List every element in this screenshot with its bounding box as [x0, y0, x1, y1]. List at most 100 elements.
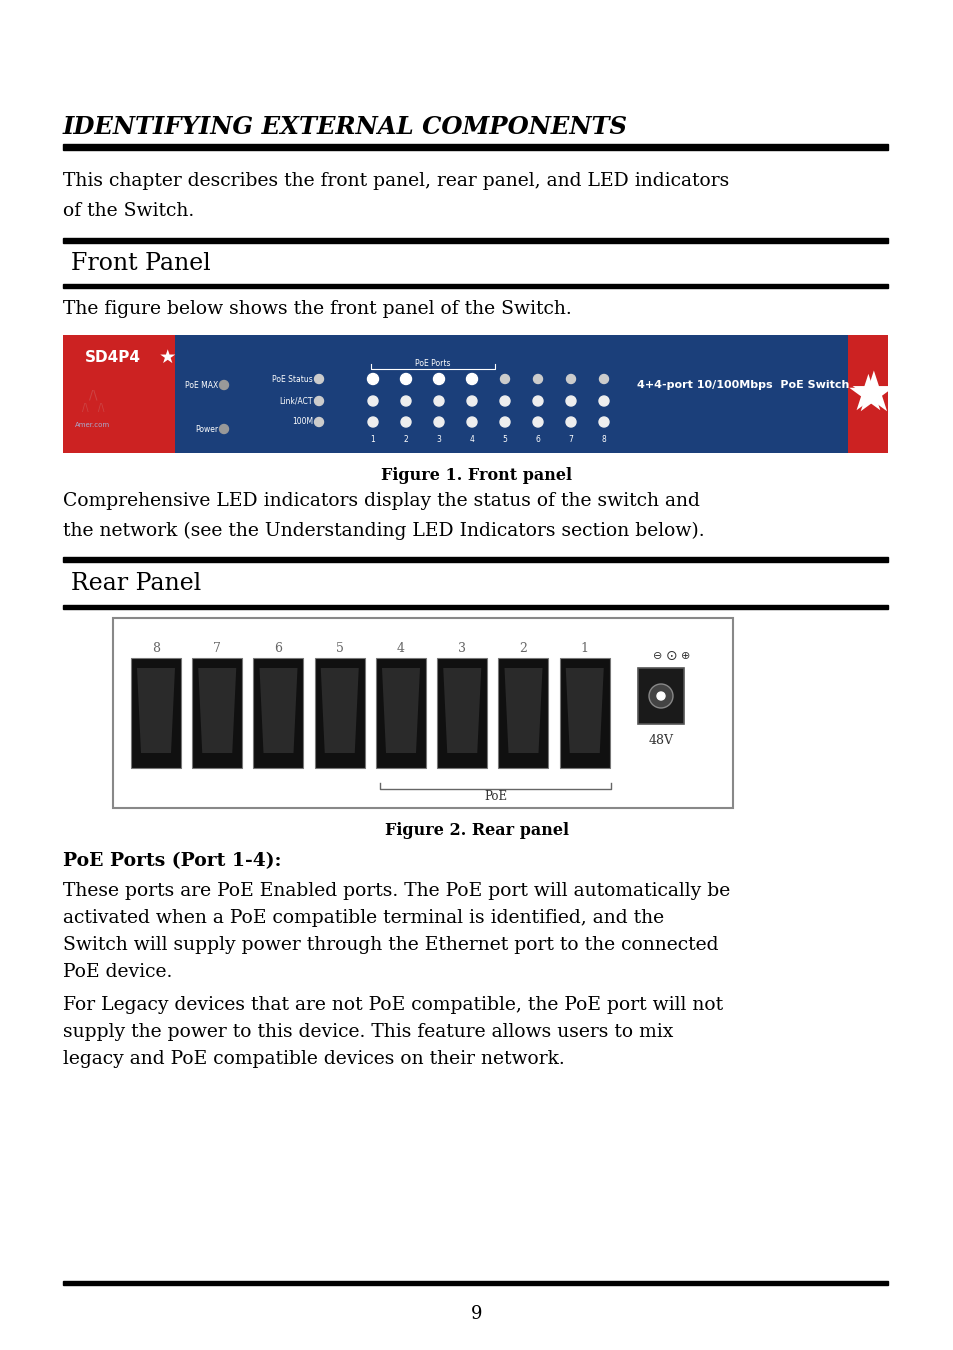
Bar: [63, 284, 887, 288]
Bar: [847, 335, 887, 454]
Text: ★: ★: [158, 347, 175, 366]
Circle shape: [400, 374, 411, 385]
Circle shape: [434, 396, 443, 406]
Text: Switch will supply power through the Ethernet port to the connected: Switch will supply power through the Eth…: [63, 936, 718, 954]
Circle shape: [368, 417, 377, 427]
Bar: [63, 238, 887, 243]
Text: For Legacy devices that are not PoE compatible, the PoE port will not: For Legacy devices that are not PoE comp…: [63, 996, 722, 1014]
Circle shape: [219, 424, 229, 433]
Circle shape: [467, 417, 476, 427]
Text: Comprehensive LED indicators display the status of the switch and: Comprehensive LED indicators display the…: [63, 491, 700, 510]
Text: 48V: 48V: [648, 733, 673, 747]
Bar: [63, 558, 887, 562]
Bar: [436, 657, 487, 768]
Bar: [559, 657, 609, 768]
Text: PoE device.: PoE device.: [63, 963, 172, 981]
Circle shape: [314, 374, 323, 383]
Text: ★: ★: [844, 373, 889, 420]
Text: 4+4-port 10/100Mbps  PoE Switch: 4+4-port 10/100Mbps PoE Switch: [637, 379, 848, 390]
Text: activated when a PoE compatible terminal is identified, and the: activated when a PoE compatible terminal…: [63, 909, 663, 927]
Text: 6: 6: [274, 641, 282, 655]
Text: ⊖: ⊖: [653, 651, 662, 661]
Circle shape: [499, 396, 510, 406]
Bar: [63, 605, 887, 609]
Text: PoE Status: PoE Status: [272, 374, 313, 383]
Text: SD4P4: SD4P4: [85, 350, 141, 365]
Text: legacy and PoE compatible devices on their network.: legacy and PoE compatible devices on the…: [63, 1050, 564, 1068]
Bar: [112, 618, 732, 809]
Circle shape: [433, 374, 444, 385]
Text: PoE Ports (Port 1-4):: PoE Ports (Port 1-4):: [63, 852, 281, 869]
Bar: [63, 144, 887, 150]
Circle shape: [648, 684, 672, 707]
Bar: [131, 657, 181, 768]
Polygon shape: [565, 668, 603, 753]
Text: Front Panel: Front Panel: [71, 252, 211, 275]
Text: 4: 4: [396, 641, 405, 655]
Circle shape: [598, 374, 608, 383]
Circle shape: [598, 396, 608, 406]
Bar: [63, 335, 174, 454]
Text: ⊙: ⊙: [665, 649, 677, 663]
Text: PoE: PoE: [483, 791, 507, 803]
Bar: [63, 335, 887, 454]
Circle shape: [467, 396, 476, 406]
Text: 4: 4: [469, 435, 474, 444]
Text: the network (see the Understanding LED Indicators section below).: the network (see the Understanding LED I…: [63, 522, 704, 540]
Text: PoE Ports: PoE Ports: [415, 359, 450, 367]
Circle shape: [434, 417, 443, 427]
Text: Rear Panel: Rear Panel: [71, 572, 201, 595]
Circle shape: [533, 417, 542, 427]
Bar: [498, 657, 548, 768]
Bar: [638, 668, 683, 724]
Bar: [63, 1281, 887, 1285]
Circle shape: [657, 693, 664, 701]
Polygon shape: [381, 668, 419, 753]
Circle shape: [368, 396, 377, 406]
Text: 2: 2: [519, 641, 527, 655]
Circle shape: [219, 381, 229, 390]
Text: 7: 7: [213, 641, 221, 655]
Circle shape: [565, 417, 576, 427]
Bar: [253, 657, 303, 768]
Polygon shape: [443, 668, 480, 753]
Polygon shape: [504, 668, 542, 753]
Text: 100M: 100M: [292, 417, 313, 427]
Circle shape: [533, 396, 542, 406]
Circle shape: [367, 374, 378, 385]
Text: 6: 6: [535, 435, 539, 444]
Text: Figure 1. Front panel: Figure 1. Front panel: [381, 467, 572, 485]
Circle shape: [499, 417, 510, 427]
Text: /\: /\: [89, 389, 97, 401]
Polygon shape: [320, 668, 358, 753]
Text: ⊕: ⊕: [680, 651, 690, 661]
Polygon shape: [198, 668, 236, 753]
Polygon shape: [259, 668, 297, 753]
Bar: [193, 657, 242, 768]
Text: 7: 7: [568, 435, 573, 444]
Text: ★: ★: [847, 369, 897, 423]
Text: 1: 1: [370, 435, 375, 444]
Circle shape: [500, 374, 509, 383]
Circle shape: [533, 374, 542, 383]
Text: 5: 5: [335, 641, 343, 655]
Text: The figure below shows the front panel of the Switch.: The figure below shows the front panel o…: [63, 300, 571, 319]
Text: Figure 2. Rear panel: Figure 2. Rear panel: [385, 822, 568, 838]
Circle shape: [598, 417, 608, 427]
Circle shape: [314, 397, 323, 405]
Text: This chapter describes the front panel, rear panel, and LED indicators: This chapter describes the front panel, …: [63, 171, 728, 190]
Text: supply the power to this device. This feature allows users to mix: supply the power to this device. This fe…: [63, 1023, 673, 1041]
Circle shape: [566, 374, 575, 383]
Text: IDENTIFYING EXTERNAL COMPONENTS: IDENTIFYING EXTERNAL COMPONENTS: [63, 115, 627, 139]
Text: Amer.com: Amer.com: [75, 423, 111, 428]
Circle shape: [466, 374, 477, 385]
Text: Power: Power: [194, 424, 218, 433]
Text: 1: 1: [580, 641, 588, 655]
Circle shape: [565, 396, 576, 406]
Circle shape: [400, 396, 411, 406]
Text: PoE MAX: PoE MAX: [185, 381, 218, 390]
Text: These ports are PoE Enabled ports. The PoE port will automatically be: These ports are PoE Enabled ports. The P…: [63, 882, 729, 900]
Text: Link/ACT: Link/ACT: [279, 397, 313, 405]
Text: /\   /\: /\ /\: [82, 404, 104, 413]
Text: 3: 3: [457, 641, 466, 655]
